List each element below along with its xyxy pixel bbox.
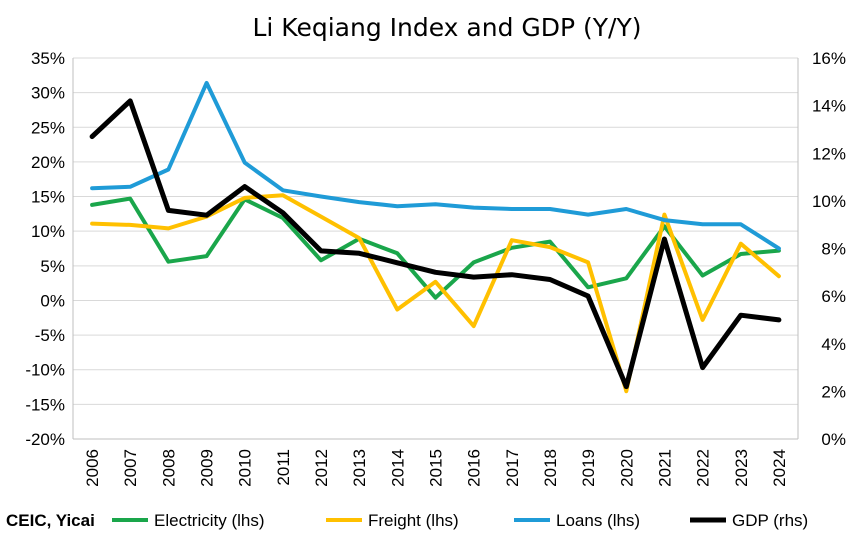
right-tick-label: 10% — [812, 192, 846, 211]
left-tick-label: 25% — [31, 118, 65, 137]
x-tick-label: 2017 — [503, 449, 522, 487]
left-tick-label: 5% — [40, 257, 65, 276]
right-tick-label: 0% — [821, 430, 846, 449]
legend-item-electricity-lhs: Electricity (lhs) — [112, 511, 265, 530]
x-tick-label: 2008 — [159, 449, 178, 487]
right-tick-label: 12% — [812, 144, 846, 163]
right-tick-label: 6% — [821, 287, 846, 306]
left-tick-label: 20% — [31, 153, 65, 172]
left-tick-label: -15% — [25, 395, 65, 414]
x-tick-label: 2015 — [427, 449, 446, 487]
x-tick-label: 2011 — [274, 449, 293, 486]
right-tick-label: 2% — [821, 382, 846, 401]
grid-lines — [72, 57, 799, 440]
source-note: CEIC, Yicai — [6, 511, 95, 530]
right-tick-label: 4% — [821, 335, 846, 354]
legend-item-loans-lhs: Loans (lhs) — [514, 511, 640, 530]
legend-item-freight-lhs: Freight (lhs) — [326, 511, 459, 530]
x-tick-label: 2016 — [465, 449, 484, 487]
legend-item-gdp-rhs: GDP (rhs) — [690, 511, 808, 530]
legend: Electricity (lhs) Freight (lhs) Loans (lhs… — [112, 511, 808, 530]
x-tick-label: 2014 — [388, 449, 407, 487]
right-axis-ticks: 0% 2% 4% 6% 8% 10% 12% 14% 16% — [812, 49, 846, 449]
series-line-loans-lhs — [90, 80, 781, 251]
x-tick-label: 2010 — [236, 449, 255, 487]
x-tick-label: 2024 — [770, 449, 789, 487]
left-axis-ticks: -20% -15% -10% -5% 0% 5% 10% 15% 20% 25% 30% 35% — [25, 49, 65, 449]
series-line-freight-lhs — [90, 193, 781, 394]
left-tick-label: 10% — [31, 222, 65, 241]
right-tick-label: 8% — [821, 240, 846, 259]
left-tick-label: 35% — [31, 49, 65, 68]
series-line-electricity-lhs — [90, 196, 781, 300]
x-tick-label: 2019 — [579, 449, 598, 487]
x-tick-label: 2009 — [198, 449, 217, 487]
x-tick-label: 2020 — [617, 449, 636, 487]
x-axis-ticks: 2006 2007 2008 2009 2010 2011 2012 2013 2014 2015… — [83, 449, 789, 487]
x-tick-label: 2012 — [312, 449, 331, 487]
legend-label: Freight (lhs) — [368, 511, 459, 530]
legend-label: GDP (rhs) — [732, 511, 808, 530]
x-tick-label: 2022 — [694, 449, 713, 487]
x-tick-label: 2021 — [655, 449, 674, 487]
left-tick-label: -5% — [35, 326, 65, 345]
x-tick-label: 2013 — [350, 449, 369, 487]
left-tick-label: 0% — [40, 291, 65, 310]
x-tick-label: 2023 — [732, 449, 751, 487]
x-tick-label: 2018 — [541, 449, 560, 487]
chart-title: Li Keqiang Index and GDP (Y/Y) — [252, 13, 641, 42]
right-tick-label: 16% — [812, 49, 846, 68]
left-tick-label: -10% — [25, 361, 65, 380]
series-lines — [89, 80, 782, 394]
legend-label: Electricity (lhs) — [154, 511, 265, 530]
left-tick-label: -20% — [25, 430, 65, 449]
left-tick-label: 30% — [31, 84, 65, 103]
series-line-gdp-rhs — [89, 98, 782, 390]
x-tick-label: 2007 — [121, 449, 140, 487]
legend-label: Loans (lhs) — [556, 511, 640, 530]
right-tick-label: 14% — [812, 97, 846, 116]
x-tick-label: 2006 — [83, 449, 102, 487]
left-tick-label: 15% — [31, 188, 65, 207]
